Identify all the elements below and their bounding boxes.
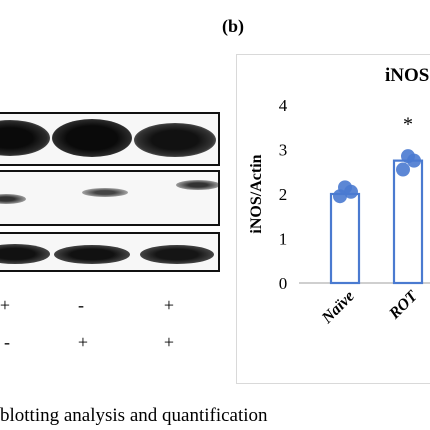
treatment-sign: -	[78, 295, 84, 315]
x-tick-label: Naïve	[318, 288, 358, 328]
blot-band	[0, 244, 50, 264]
blot-band	[54, 245, 130, 264]
blot-actin	[0, 232, 220, 272]
chart-title: iNOS	[385, 65, 429, 86]
bar-1	[392, 159, 424, 285]
bar-0	[329, 192, 361, 285]
inos-bar-chart: iNOS iNOS/Actin 0 1 2 3 4 Naïve * ROT	[248, 65, 430, 328]
panel-label: (b)	[222, 16, 244, 36]
figure-caption: blotting analysis and quantification	[0, 405, 268, 426]
blot-band	[82, 188, 128, 197]
data-point	[401, 149, 415, 164]
treatment-sign: +	[163, 332, 175, 352]
x-tick-label: ROT	[385, 287, 421, 323]
y-tick-label: 3	[279, 141, 288, 160]
y-axis-label: iNOS/Actin	[248, 154, 265, 233]
chart-frame: iNOS iNOS/Actin 0 1 2 3 4 Naïve * ROT	[236, 54, 430, 384]
treatment-sign: +	[163, 295, 175, 315]
blot-band	[134, 123, 216, 157]
data-point	[396, 162, 410, 177]
blot-band	[52, 119, 132, 157]
treatment-sign: -	[4, 332, 10, 352]
western-blot-panel: + - + - + +	[0, 0, 225, 380]
blot-band	[0, 194, 26, 204]
blot-band	[0, 120, 50, 156]
treatment-sign: +	[0, 295, 11, 315]
significance-marker: *	[403, 114, 413, 136]
blot-band	[140, 245, 214, 264]
y-tick-label: 1	[279, 230, 288, 249]
y-tick-label: 2	[279, 185, 288, 204]
y-tick-label: 0	[279, 274, 288, 293]
blot-inos	[0, 112, 220, 166]
data-point	[338, 180, 352, 195]
treatment-sign: +	[77, 332, 89, 352]
blot-band	[176, 180, 218, 190]
blot-middle	[0, 170, 220, 226]
y-tick-label: 4	[279, 96, 288, 115]
